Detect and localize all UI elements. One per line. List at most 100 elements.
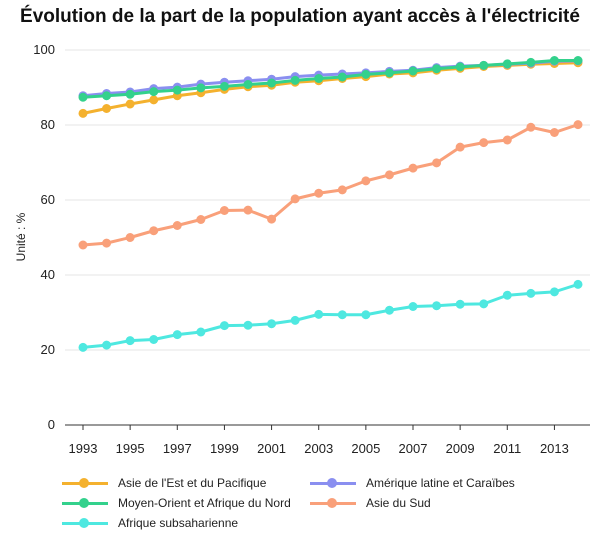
data-point[interactable] — [243, 320, 253, 330]
data-point[interactable] — [573, 279, 583, 289]
data-point[interactable] — [408, 66, 418, 76]
x-tick-label: 2001 — [257, 441, 286, 456]
data-point[interactable] — [267, 78, 277, 88]
y-tick-label: 100 — [33, 42, 55, 57]
y-tick-label: 0 — [48, 417, 55, 432]
series-2 — [78, 56, 583, 102]
legend-item[interactable]: Asie de l'Est et du Pacifique — [62, 474, 266, 492]
legend-item[interactable]: Asie du Sud — [310, 494, 431, 512]
legend-label: Amérique latine et Caraïbes — [366, 476, 515, 490]
data-point[interactable] — [290, 194, 300, 204]
data-point[interactable] — [125, 233, 135, 242]
data-point[interactable] — [314, 188, 324, 198]
data-point[interactable] — [526, 288, 536, 298]
y-tick-label: 20 — [41, 342, 55, 357]
legend-label: Asie du Sud — [366, 496, 431, 510]
data-point[interactable] — [337, 185, 347, 195]
data-point[interactable] — [78, 240, 88, 250]
axes: 0 20 40 60 80 100 1993 1995 1997 1999 2001 2003 2005… — [33, 42, 569, 456]
y-tick-label: 60 — [41, 192, 55, 207]
data-point[interactable] — [479, 299, 489, 309]
data-point[interactable] — [361, 310, 371, 320]
data-point[interactable] — [337, 72, 347, 82]
data-point[interactable] — [125, 336, 135, 346]
data-point[interactable] — [455, 142, 465, 152]
legend-label: Moyen-Orient et Afrique du Nord — [118, 496, 291, 510]
data-point[interactable] — [502, 59, 512, 69]
data-point[interactable] — [267, 319, 277, 329]
data-point[interactable] — [196, 215, 206, 224]
data-point[interactable] — [125, 89, 135, 99]
legend-swatch — [62, 476, 108, 490]
data-point[interactable] — [267, 214, 277, 224]
data-point[interactable] — [408, 163, 418, 173]
data-point[interactable] — [196, 327, 206, 337]
series-4 — [78, 279, 583, 352]
data-point[interactable] — [573, 120, 583, 130]
data-point[interactable] — [502, 135, 512, 145]
data-point[interactable] — [526, 122, 536, 132]
data-point[interactable] — [78, 342, 88, 352]
legend-swatch — [62, 516, 108, 530]
x-tick-label: 1999 — [210, 441, 239, 456]
legend-item[interactable]: Moyen-Orient et Afrique du Nord — [62, 494, 291, 512]
x-tick-label: 2011 — [493, 441, 521, 456]
legend-label: Asie de l'Est et du Pacifique — [118, 476, 267, 490]
data-point[interactable] — [125, 99, 135, 109]
data-point[interactable] — [102, 238, 112, 248]
data-point[interactable] — [502, 290, 512, 300]
data-point[interactable] — [149, 226, 159, 236]
data-point[interactable] — [432, 301, 442, 311]
y-tick-label: 80 — [41, 117, 55, 132]
series-group — [78, 56, 583, 352]
legend-item[interactable]: Afrique subsaharienne — [62, 514, 238, 532]
data-point[interactable] — [219, 81, 229, 91]
data-point[interactable] — [102, 340, 112, 350]
x-tick-label: 1995 — [116, 441, 145, 456]
data-point[interactable] — [314, 74, 324, 83]
data-point[interactable] — [361, 176, 371, 186]
data-point[interactable] — [172, 330, 182, 340]
data-point[interactable] — [384, 170, 394, 180]
data-point[interactable] — [455, 299, 465, 309]
data-point[interactable] — [408, 302, 418, 311]
data-point[interactable] — [361, 69, 371, 79]
data-point[interactable] — [243, 205, 253, 215]
data-point[interactable] — [196, 83, 206, 93]
data-point[interactable] — [290, 75, 300, 85]
data-point[interactable] — [432, 64, 442, 74]
data-point[interactable] — [102, 104, 112, 113]
legend-item[interactable]: Amérique latine et Caraïbes — [310, 474, 515, 492]
data-point[interactable] — [149, 335, 159, 344]
data-point[interactable] — [526, 57, 536, 67]
data-point[interactable] — [384, 305, 394, 315]
data-point[interactable] — [78, 92, 88, 102]
data-point[interactable] — [549, 287, 559, 297]
data-point[interactable] — [243, 80, 253, 89]
data-point[interactable] — [172, 85, 182, 95]
y-tick-label: 40 — [41, 267, 55, 282]
data-point[interactable] — [102, 91, 112, 101]
data-point[interactable] — [479, 60, 489, 70]
data-point[interactable] — [549, 128, 559, 137]
data-point[interactable] — [219, 321, 229, 331]
data-point[interactable] — [314, 309, 324, 319]
x-tick-label: 2003 — [304, 441, 333, 456]
x-tick-label: 2009 — [446, 441, 475, 456]
legend-label: Afrique subsaharienne — [118, 516, 239, 530]
data-point[interactable] — [290, 315, 300, 325]
data-point[interactable] — [149, 95, 159, 105]
data-point[interactable] — [549, 56, 559, 65]
data-point[interactable] — [573, 56, 583, 65]
data-point[interactable] — [384, 68, 394, 78]
data-point[interactable] — [479, 138, 489, 148]
data-point[interactable] — [172, 221, 182, 230]
data-point[interactable] — [455, 62, 465, 72]
data-point[interactable] — [78, 108, 88, 118]
data-point[interactable] — [219, 206, 229, 215]
series-line — [82, 59, 578, 99]
data-point[interactable] — [432, 158, 442, 168]
data-point[interactable] — [337, 310, 347, 320]
x-tick-label: 1993 — [69, 441, 98, 456]
data-point[interactable] — [149, 87, 159, 97]
